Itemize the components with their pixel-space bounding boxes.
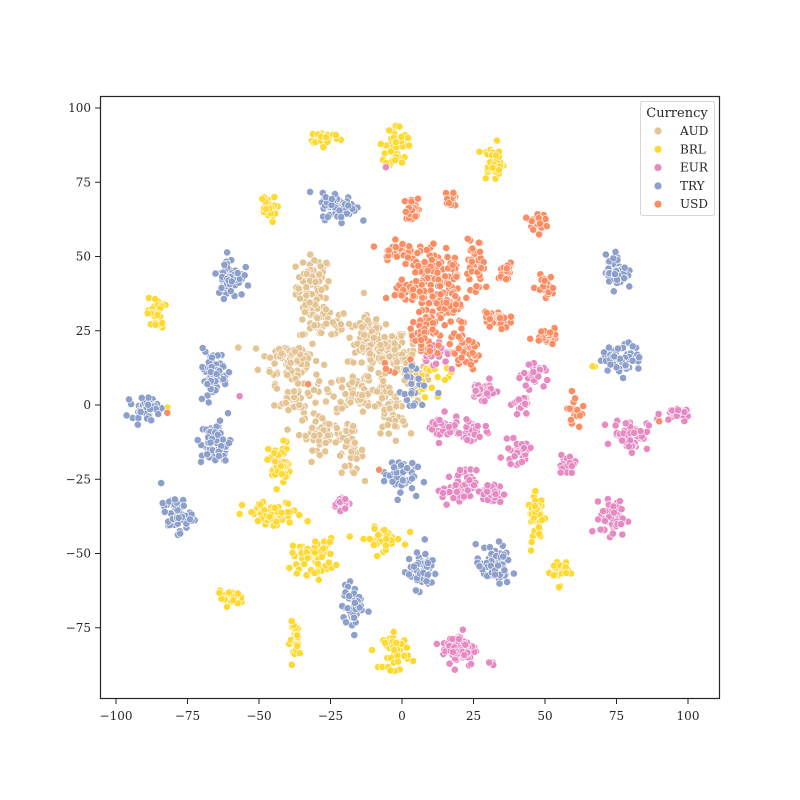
x-tick-label: −50 [246,709,271,723]
scatter-points [122,121,692,675]
legend-label-brl: BRL [680,142,706,156]
legend-entries: AUD BRL EUR TRY USD [654,124,709,211]
series-try [122,187,644,639]
y-tick-label: 50 [76,250,91,264]
y-tick-label: 75 [76,175,91,189]
legend-marker-aud [654,127,662,135]
legend-marker-usd [654,200,662,208]
x-tick-label: −25 [318,709,343,723]
x-tick-label: −100 [100,709,133,723]
y-axis: −75 −50 −25 0 25 50 75 100 [66,101,100,635]
legend-marker-try [654,182,662,190]
y-tick-label: 100 [68,101,91,115]
axes-frame [99,95,721,700]
series-aud [234,250,432,485]
x-tick-label: 50 [537,709,552,723]
x-tick-label: 75 [609,709,624,723]
x-tick-label: 0 [398,709,406,723]
legend: Currency AUD BRL EUR TRY USD [640,101,715,216]
x-axis: −100 −75 −50 −25 0 25 50 75 100 [100,699,700,723]
y-tick-label: 0 [83,398,91,412]
x-tick-label: 25 [466,709,481,723]
y-tick-label: −50 [66,547,91,561]
y-tick-label: −75 [66,621,91,635]
legend-label-aud: AUD [679,124,708,138]
legend-marker-eur [654,164,662,172]
legend-title: Currency [646,106,708,121]
series-brl [143,121,599,675]
x-tick-label: −75 [175,709,200,723]
series-usd [163,188,664,474]
y-tick-label: −25 [66,472,91,486]
legend-label-usd: USD [680,197,708,211]
legend-marker-brl [654,145,662,153]
y-tick-label: 25 [76,324,91,338]
legend-label-eur: EUR [680,161,709,175]
legend-label-try: TRY [680,179,706,193]
x-tick-label: 100 [677,709,700,723]
